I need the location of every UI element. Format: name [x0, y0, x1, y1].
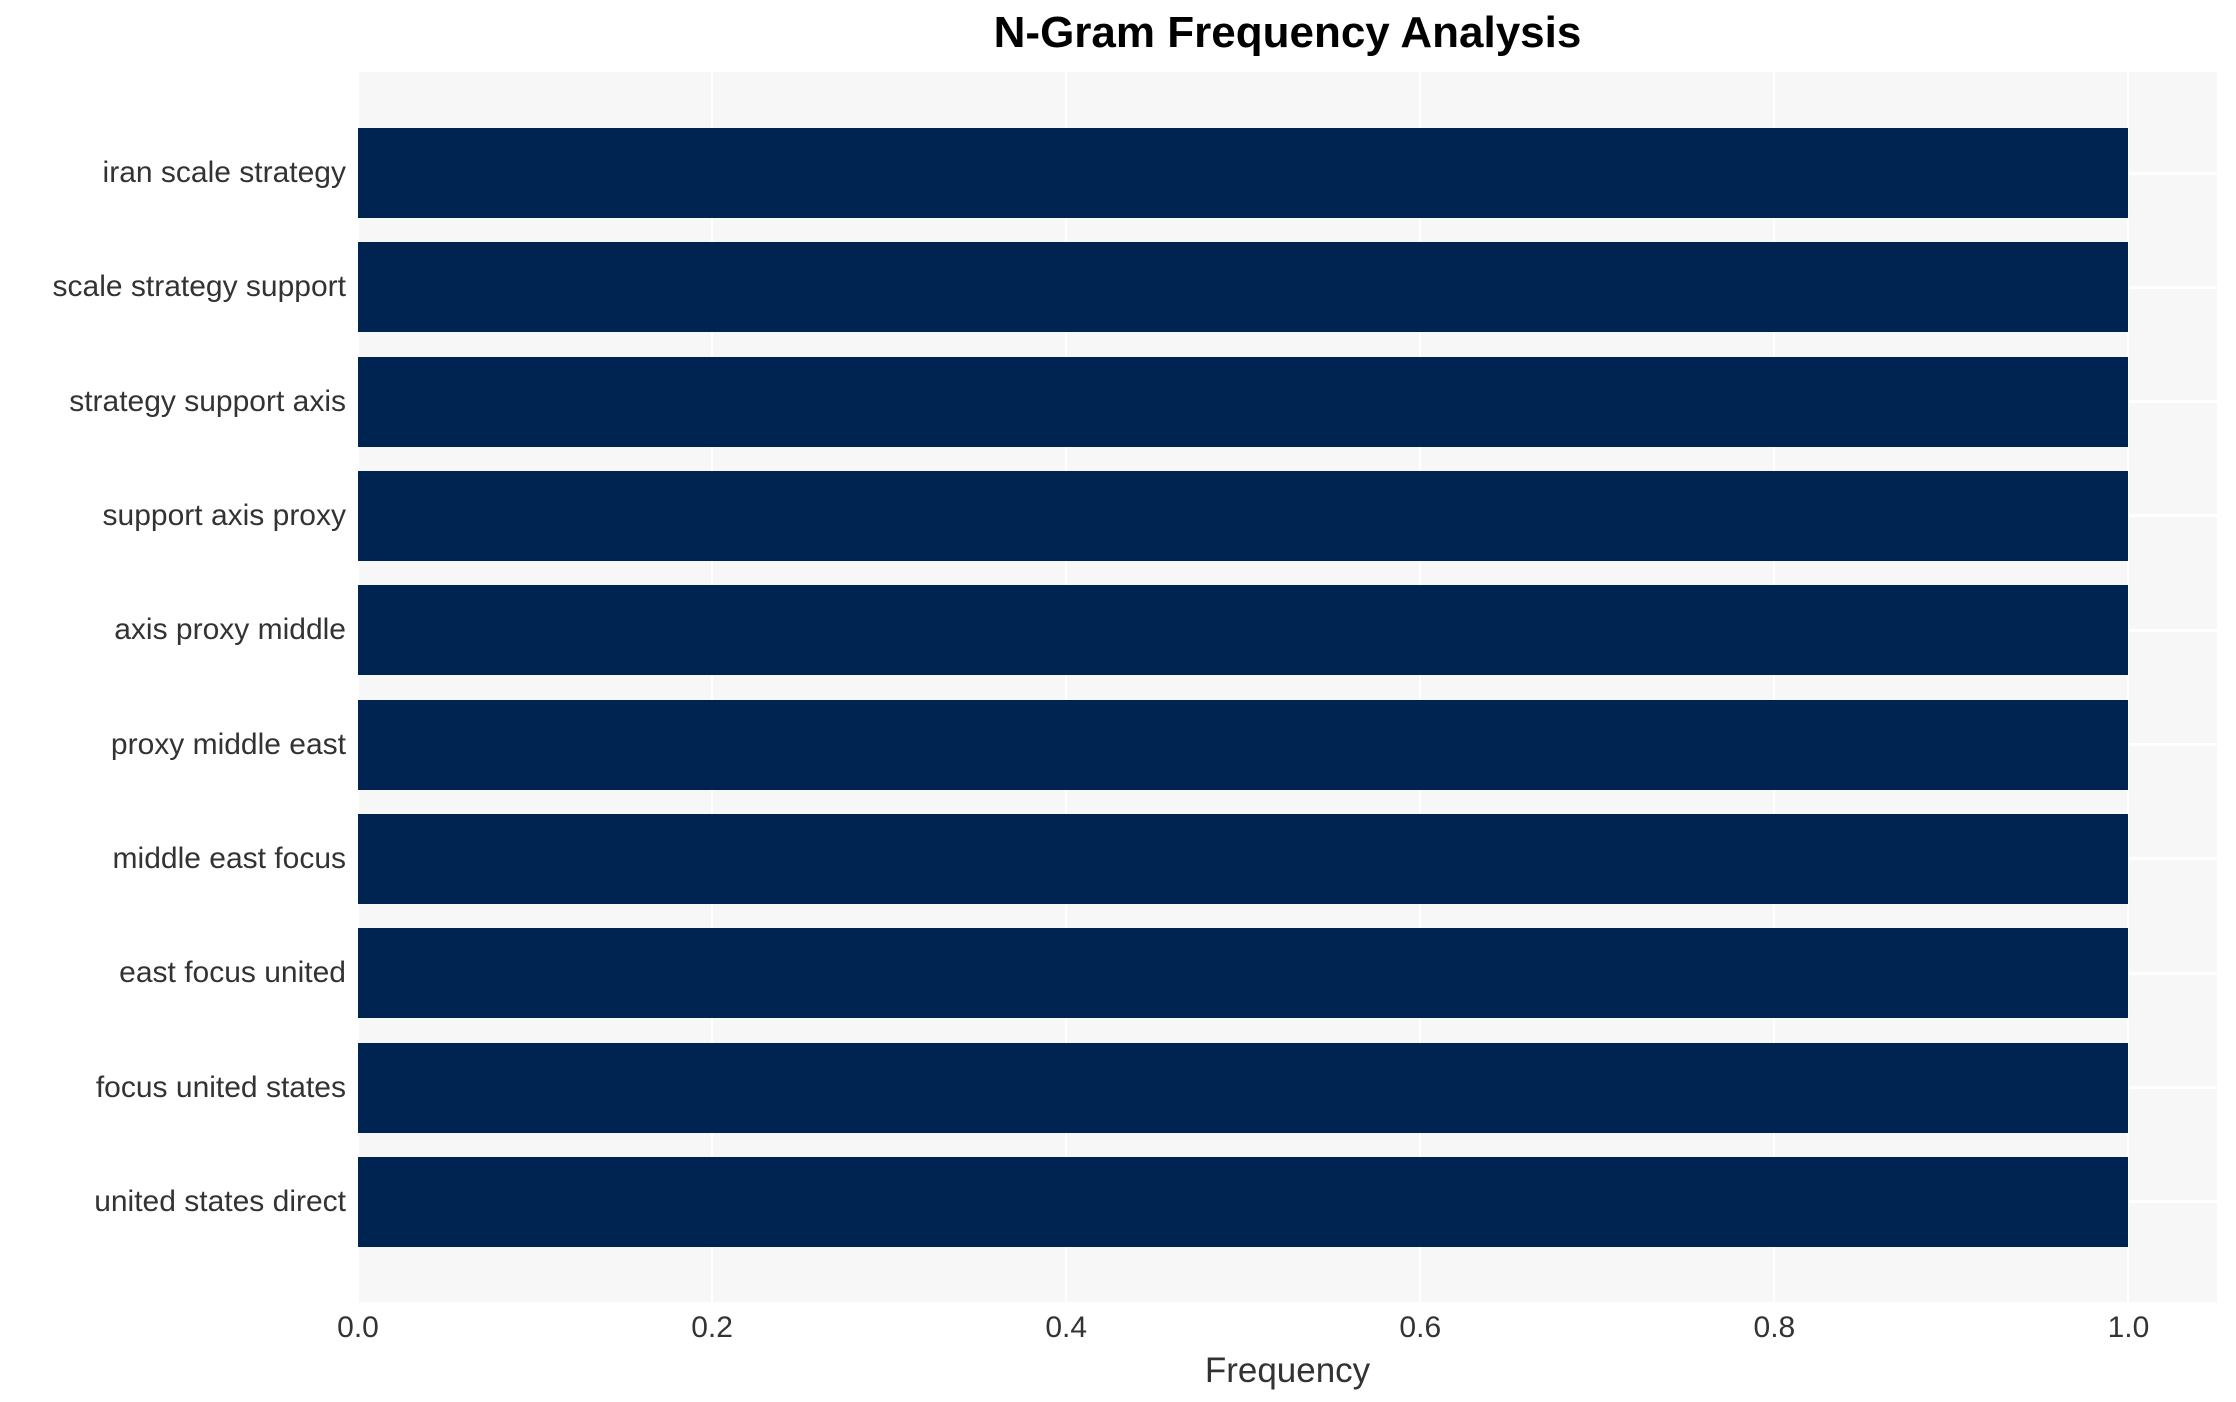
bar-support-axis-proxy: [358, 470, 2129, 561]
plot-area: [357, 72, 2217, 1302]
x-tick-label: 0.2: [691, 1311, 733, 1344]
gridline-x-0.4: [1065, 72, 1068, 1302]
x-tick-label: 0.6: [1399, 1311, 1442, 1344]
y-tick-label: proxy middle east: [110, 727, 346, 761]
x-tick-label: 0.8: [1753, 1311, 1796, 1344]
y-tick-label: scale strategy support: [52, 270, 346, 304]
gridline-x-0.6: [1419, 72, 1422, 1302]
bar-middle-east-focus: [358, 813, 2129, 904]
gridline-x-0.2: [711, 72, 714, 1302]
bar-proxy-middle-east: [358, 699, 2129, 790]
y-tick-label: united states direct: [94, 1184, 346, 1218]
x-tick-label: 0.0: [337, 1311, 379, 1344]
y-tick-label: strategy support axis: [69, 384, 346, 418]
bar-focus-united-states: [358, 1042, 2129, 1133]
y-tick-label: east focus united: [119, 956, 346, 990]
bar-united-states-direct: [358, 1156, 2129, 1247]
y-tick-label: support axis proxy: [102, 498, 346, 532]
bar-east-focus-united: [358, 928, 2129, 1019]
x-tick-label: 1.0: [2107, 1311, 2150, 1344]
y-tick-label: focus united states: [95, 1070, 346, 1104]
bar-strategy-support-axis: [358, 356, 2129, 447]
chart-title: N-Gram Frequency Analysis: [993, 8, 1582, 57]
bar-scale-strategy-support: [358, 242, 2129, 333]
gridline-x-0.8: [1773, 72, 1776, 1302]
bar-axis-proxy-middle: [358, 585, 2129, 676]
gridline-x-1.0: [2127, 72, 2130, 1302]
x-tick-label: 0.4: [1045, 1311, 1088, 1344]
y-tick-label: iran scale strategy: [102, 156, 346, 189]
x-axis-title: Frequency: [1204, 1351, 1371, 1390]
y-tick-label: axis proxy middle: [114, 613, 346, 647]
y-tick-label: middle east focus: [112, 841, 346, 875]
bar-iran-scale-strategy: [358, 128, 2129, 218]
gridline-x-0.0: [357, 72, 359, 1302]
